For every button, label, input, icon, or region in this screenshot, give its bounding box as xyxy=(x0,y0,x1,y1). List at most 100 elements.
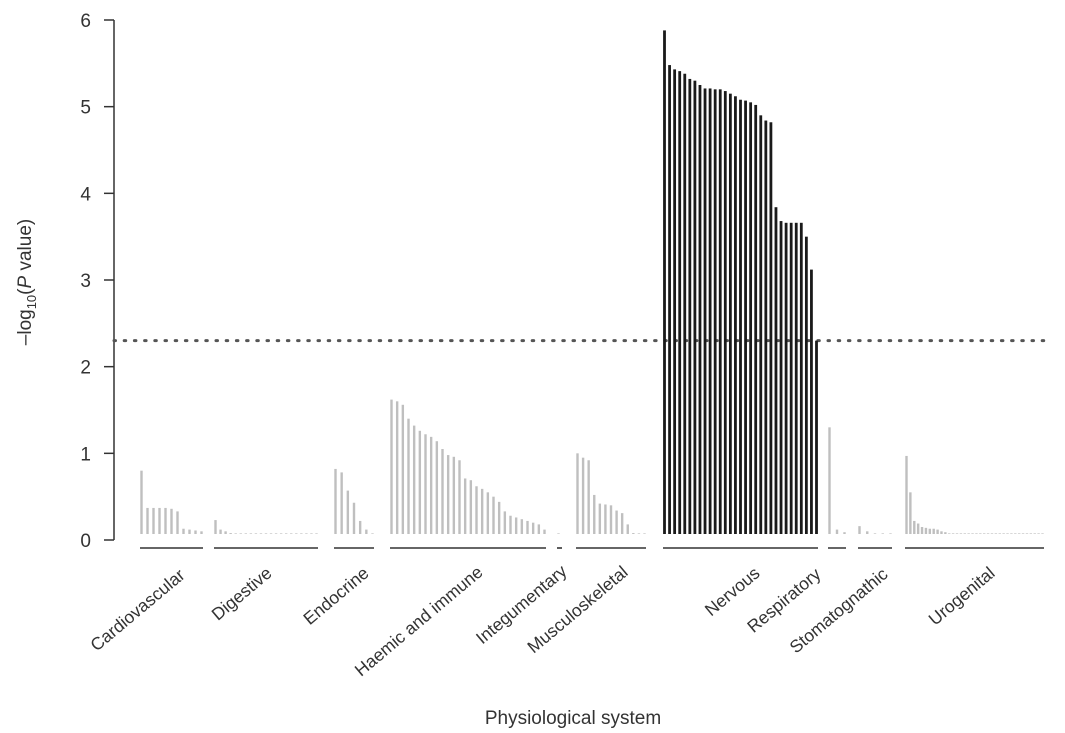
bar-stomatognathic xyxy=(881,533,884,534)
bar-digestive xyxy=(285,533,288,534)
bar-cardiovascular xyxy=(176,511,179,534)
bar-endocrine xyxy=(371,533,374,534)
category-label: Urogenital xyxy=(925,563,999,630)
bar-urogenital xyxy=(990,533,994,534)
bar-nervous xyxy=(698,85,702,534)
bar-musculoskeletal xyxy=(620,513,624,534)
bar-cardiovascular xyxy=(200,531,203,534)
bar-cardiovascular xyxy=(170,508,173,534)
category-label: Haemic and immune xyxy=(351,562,487,680)
bar-urogenital xyxy=(905,455,908,534)
bar-digestive xyxy=(239,533,242,534)
bar-urogenital xyxy=(928,528,932,534)
bar-endocrine xyxy=(340,472,343,534)
bar-haemic-and-immune xyxy=(486,492,490,534)
bar-haemic-and-immune xyxy=(458,460,461,534)
bar-endocrine xyxy=(334,468,337,534)
bar-urogenital xyxy=(994,533,998,534)
bar-endocrine xyxy=(358,520,362,534)
bar-nervous xyxy=(708,88,712,534)
bar-urogenital xyxy=(955,533,959,534)
bar-integumentary xyxy=(557,533,560,534)
bar-nervous xyxy=(663,30,666,535)
bar-haemic-and-immune xyxy=(469,480,473,534)
bar-urogenital xyxy=(940,531,943,534)
bar-urogenital xyxy=(1002,533,1005,534)
bar-haemic-and-immune xyxy=(492,496,495,534)
bar-urogenital xyxy=(951,533,955,534)
bar-haemic-and-immune xyxy=(424,434,427,534)
bar-musculoskeletal xyxy=(609,505,613,534)
bar-urogenital xyxy=(967,533,970,534)
bar-stomatognathic xyxy=(858,526,861,534)
bar-digestive xyxy=(310,533,313,534)
bar-nervous xyxy=(754,104,758,534)
y-axis-title-rest: value) xyxy=(15,219,36,276)
y-tick-label: 6 xyxy=(80,11,91,32)
bar-urogenital xyxy=(998,533,1001,534)
y-axis-title-italic: P xyxy=(15,276,36,289)
bar-haemic-and-immune xyxy=(452,456,456,534)
bar-cardiovascular xyxy=(194,530,197,534)
bar-digestive xyxy=(234,533,237,534)
bar-respiratory xyxy=(843,532,846,534)
bar-nervous xyxy=(764,120,768,535)
bar-nervous xyxy=(784,222,788,535)
bar-digestive xyxy=(269,533,273,534)
bar-haemic-and-immune xyxy=(509,515,512,534)
bar-stomatognathic xyxy=(873,533,877,534)
bar-musculoskeletal xyxy=(615,510,618,534)
bar-nervous xyxy=(734,96,737,535)
bar-digestive xyxy=(254,533,258,534)
y-axis-title-open: ( xyxy=(15,288,36,295)
bar-haemic-and-immune xyxy=(401,404,405,534)
bar-cardiovascular xyxy=(182,528,185,534)
bar-haemic-and-immune xyxy=(537,524,541,534)
y-tick-label: 3 xyxy=(80,271,91,292)
y-axis: 0 1 2 3 4 5 6 xyxy=(80,11,115,552)
bar-cardiovascular xyxy=(188,529,191,534)
bar-digestive xyxy=(295,533,298,534)
bar-haemic-and-immune xyxy=(543,529,546,534)
bar-nervous xyxy=(688,78,692,534)
bar-urogenital xyxy=(963,533,966,534)
bar-haemic-and-immune xyxy=(463,478,467,534)
bar-nervous xyxy=(683,73,687,534)
bar-digestive xyxy=(244,533,247,534)
bar-cardiovascular xyxy=(140,470,143,534)
bar-musculoskeletal xyxy=(581,457,585,534)
bar-nervous xyxy=(749,102,753,534)
bar-musculoskeletal xyxy=(637,533,641,534)
bar-urogenital xyxy=(979,533,982,534)
bar-urogenital xyxy=(1037,533,1040,534)
bar-respiratory xyxy=(828,427,831,534)
bar-stomatognathic xyxy=(889,533,892,534)
bar-endocrine xyxy=(352,502,356,534)
bar-musculoskeletal xyxy=(632,533,635,534)
category-label: Cardiovascular xyxy=(86,565,188,655)
bar-nervous xyxy=(713,89,717,534)
bar-nervous xyxy=(744,100,747,534)
bar-stomatognathic xyxy=(866,531,869,534)
bar-digestive xyxy=(290,533,293,534)
bar-nervous xyxy=(779,221,783,535)
bar-haemic-and-immune xyxy=(407,418,410,534)
bar-urogenital xyxy=(916,523,920,534)
bar-haemic-and-immune xyxy=(446,455,450,534)
y-tick-label: 0 xyxy=(80,531,91,552)
bar-haemic-and-immune xyxy=(412,425,416,534)
bar-haemic-and-immune xyxy=(531,522,535,534)
bar-nervous xyxy=(718,89,722,534)
bar-urogenital xyxy=(1041,533,1044,534)
bar-nervous xyxy=(810,269,813,534)
bar-urogenital xyxy=(909,492,912,534)
bar-digestive xyxy=(219,529,222,534)
bars xyxy=(140,30,1044,535)
bar-urogenital xyxy=(1021,533,1025,534)
bar-digestive xyxy=(264,533,268,534)
bar-urogenital xyxy=(948,533,951,534)
bar-haemic-and-immune xyxy=(395,401,399,534)
bar-urogenital xyxy=(913,520,916,534)
bar-urogenital xyxy=(944,532,947,534)
